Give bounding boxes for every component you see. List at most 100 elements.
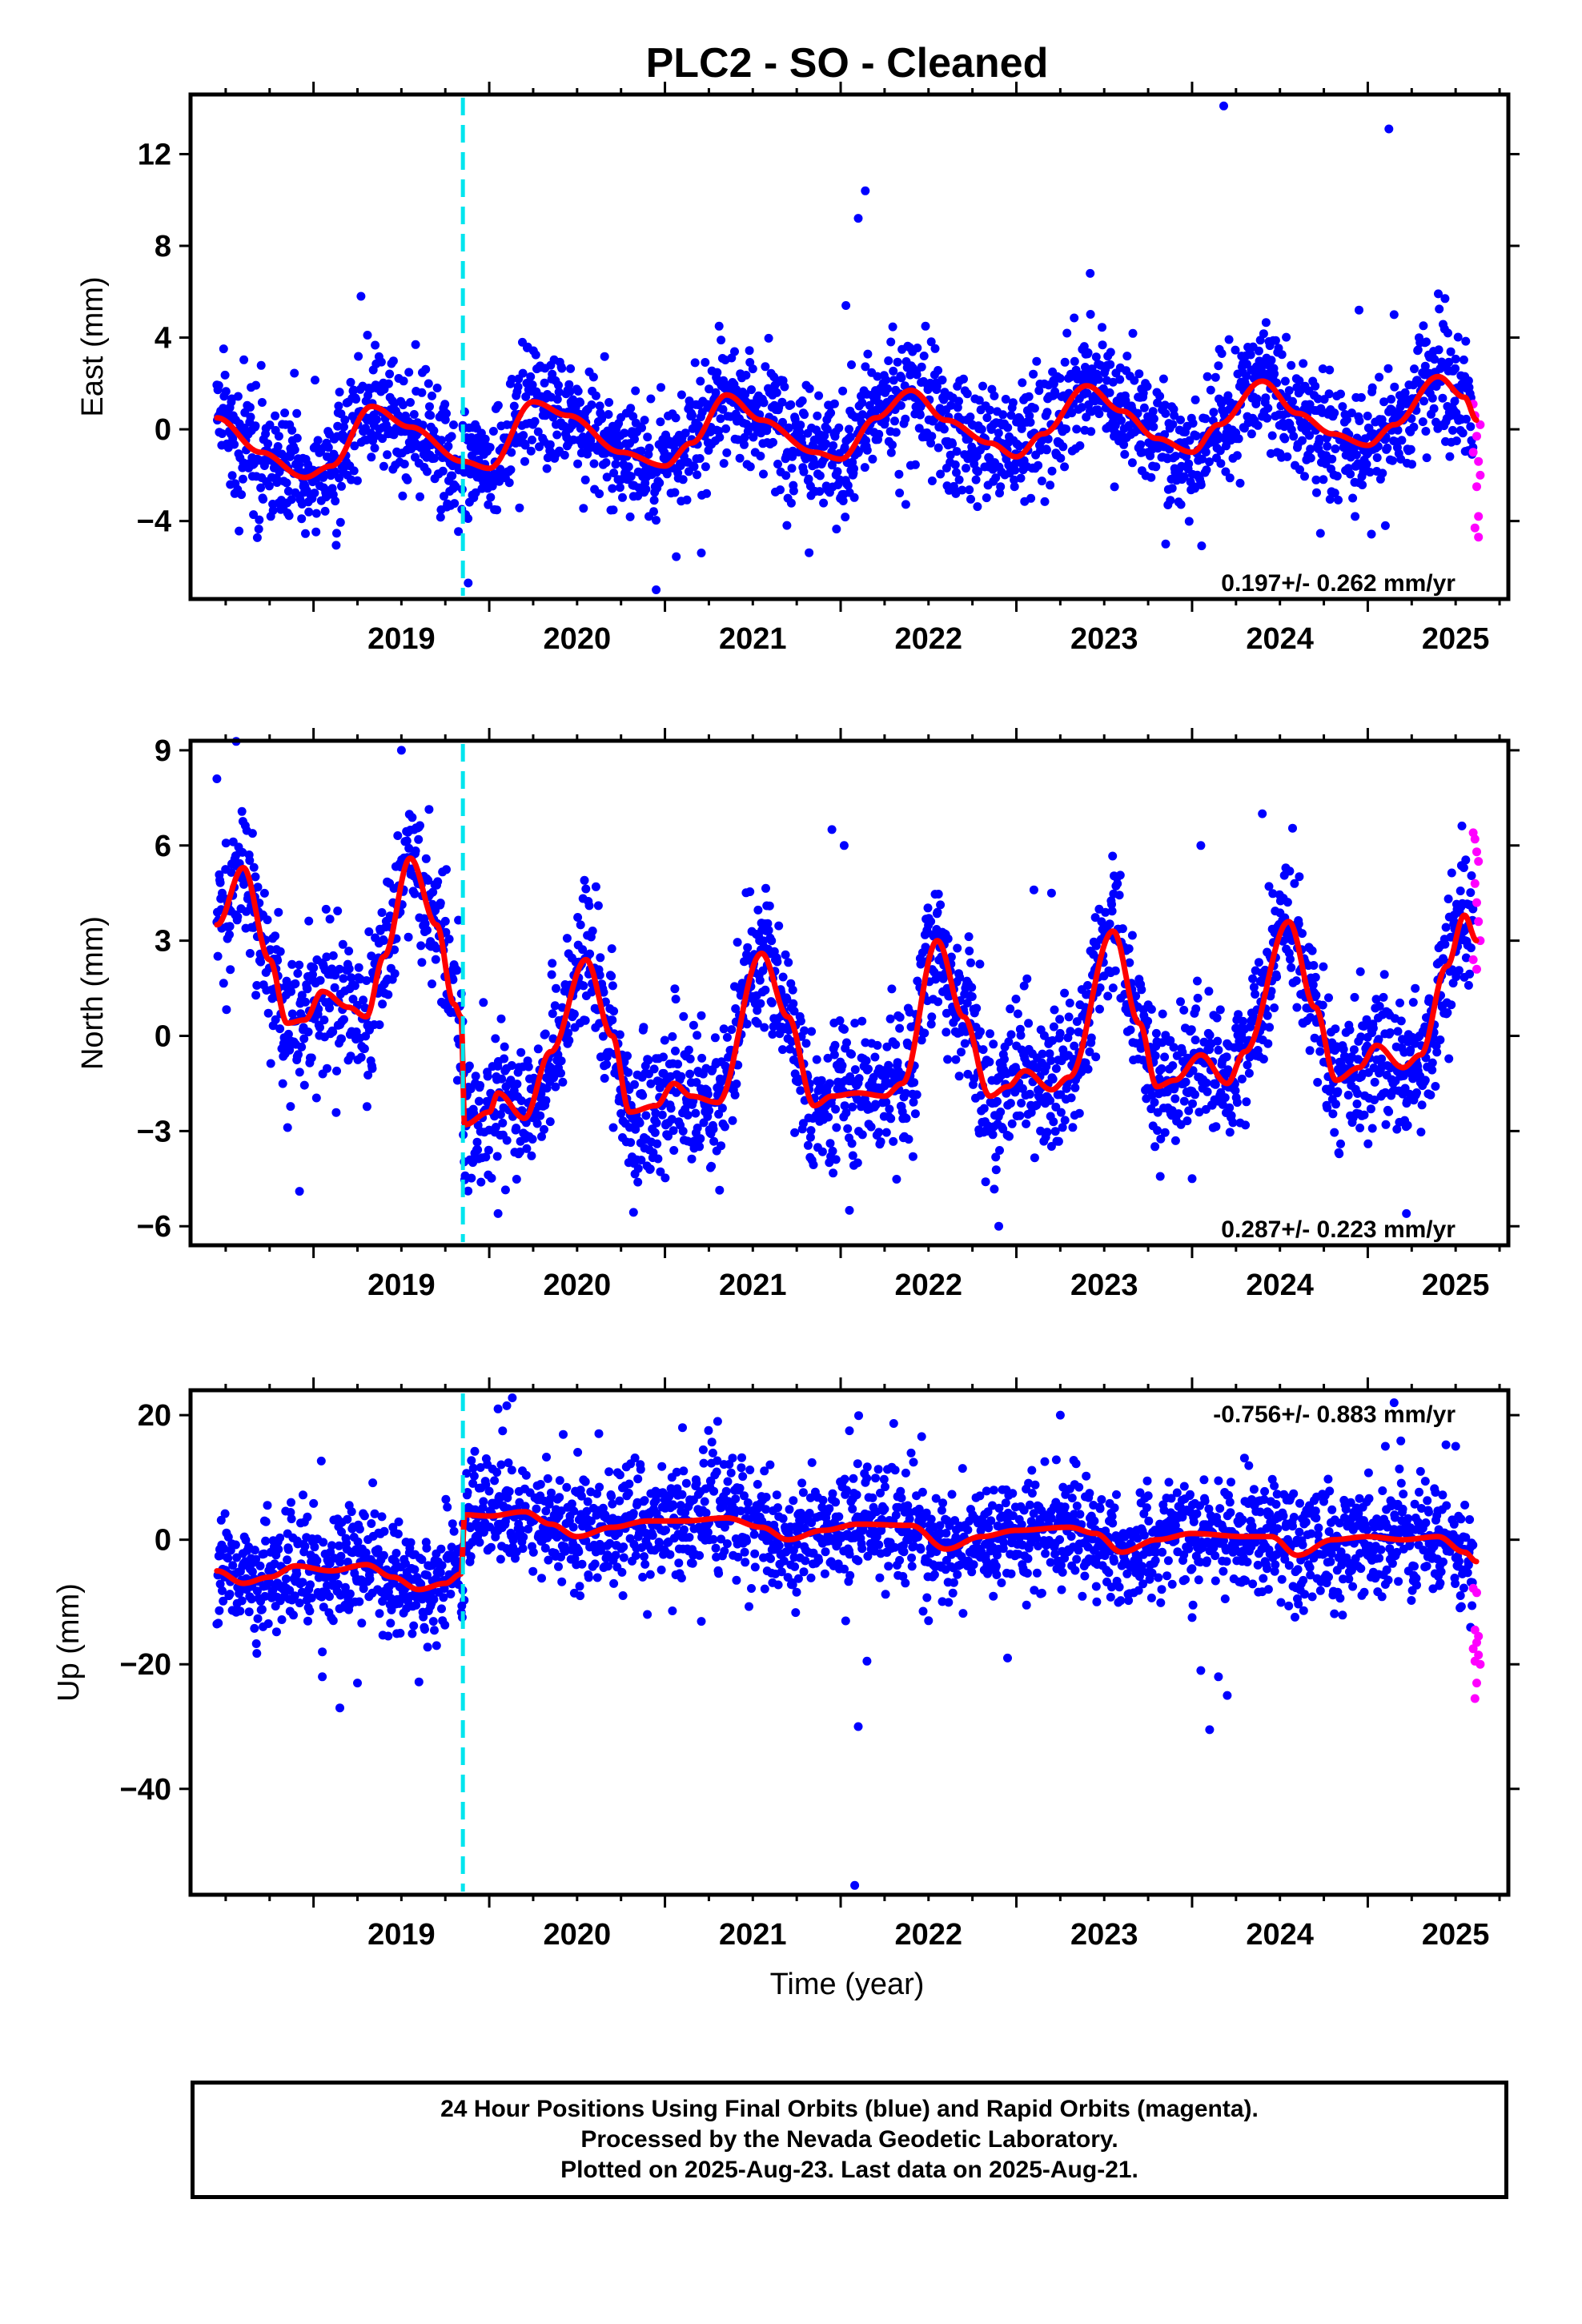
north-point [608,981,617,991]
east-outlier-point [1380,521,1390,530]
east-point [1284,386,1294,396]
north-point [337,1034,346,1043]
east-x-tick-label: 2022 [894,622,962,656]
north-point [404,843,414,853]
east-point [915,410,925,420]
east-point [290,445,299,455]
east-point [1151,462,1161,472]
north-point [1457,821,1467,830]
east-point [335,517,345,527]
east-point [938,376,947,384]
east-point [233,392,243,401]
north-point [1263,1011,1272,1020]
north-point [339,1015,348,1024]
east-point [440,492,448,501]
north-point [1157,1064,1166,1073]
north-point [1055,1028,1065,1038]
east-point [620,428,629,438]
east-point [888,322,897,332]
east-point [778,417,787,427]
north-point [295,1068,304,1077]
east-point [1434,345,1443,355]
north-point [588,927,597,935]
north-point [909,1078,919,1088]
east-point [320,506,330,516]
north-point [1105,919,1114,929]
north-point [1006,1099,1015,1108]
east-point [1167,484,1177,493]
east-point [311,527,321,537]
north-point [1393,1027,1403,1036]
north-point [552,983,560,993]
north-point [378,999,387,1009]
east-point [974,467,982,476]
north-point [548,959,557,968]
east-point [1158,374,1168,384]
east-point [849,464,858,473]
east-point [385,369,395,379]
east-y-tick-label: 0 [155,413,171,447]
east-point [425,402,434,412]
north-point [1243,1060,1252,1070]
north-point [1049,1117,1058,1127]
east-point [641,485,651,494]
east-point [1383,364,1393,373]
north-point [492,1152,502,1161]
north-point [417,958,427,967]
east-point [1393,425,1403,435]
east-point [917,362,926,372]
east-point [748,364,757,374]
north-point [474,1096,484,1106]
north-point [1225,1128,1235,1137]
north-point [225,930,234,939]
east-point [1017,424,1026,433]
north-point [1056,1108,1066,1117]
east-point [1047,466,1057,476]
east-point [1161,408,1170,418]
north-point [885,1014,895,1023]
north-point [354,963,363,972]
east-point [1410,364,1419,374]
east-point [1184,517,1194,526]
east-point [741,371,751,380]
east-point [411,340,420,349]
east-point [868,454,877,464]
east-point [1136,440,1146,449]
north-point [767,998,777,1007]
east-point [1311,475,1321,485]
north-point [1170,1094,1180,1104]
north-point [322,952,331,962]
north-point [1118,924,1127,934]
north-point [644,1055,653,1065]
east-point [776,485,785,495]
east-point [488,481,497,491]
east-point [1176,500,1186,509]
north-point [1205,1031,1215,1040]
east-point [601,458,611,468]
east-point [313,436,323,445]
east-outlier-point [464,578,473,588]
north-point [652,1139,662,1148]
north-point [1411,983,1420,993]
east-point [1098,340,1107,350]
east-point [1079,342,1089,352]
east-point [974,396,984,405]
east-x-tick-label: 2023 [1070,622,1138,656]
north-point [333,907,343,915]
east-x-tick-label: 2019 [367,622,436,656]
east-x-tick-label: 2025 [1422,622,1490,656]
east-point [897,373,906,383]
north-point [1287,963,1296,972]
north-point [580,1015,590,1025]
east-point [637,423,646,432]
north-point [245,856,255,865]
north-point [467,1173,476,1183]
north-point [934,997,943,1007]
east-point [1461,414,1471,424]
east-point [548,369,557,379]
east-point [1191,395,1200,404]
north-point [1155,1172,1165,1181]
north-point [335,964,344,974]
north-point [496,1014,506,1023]
north-point [1313,1078,1323,1087]
